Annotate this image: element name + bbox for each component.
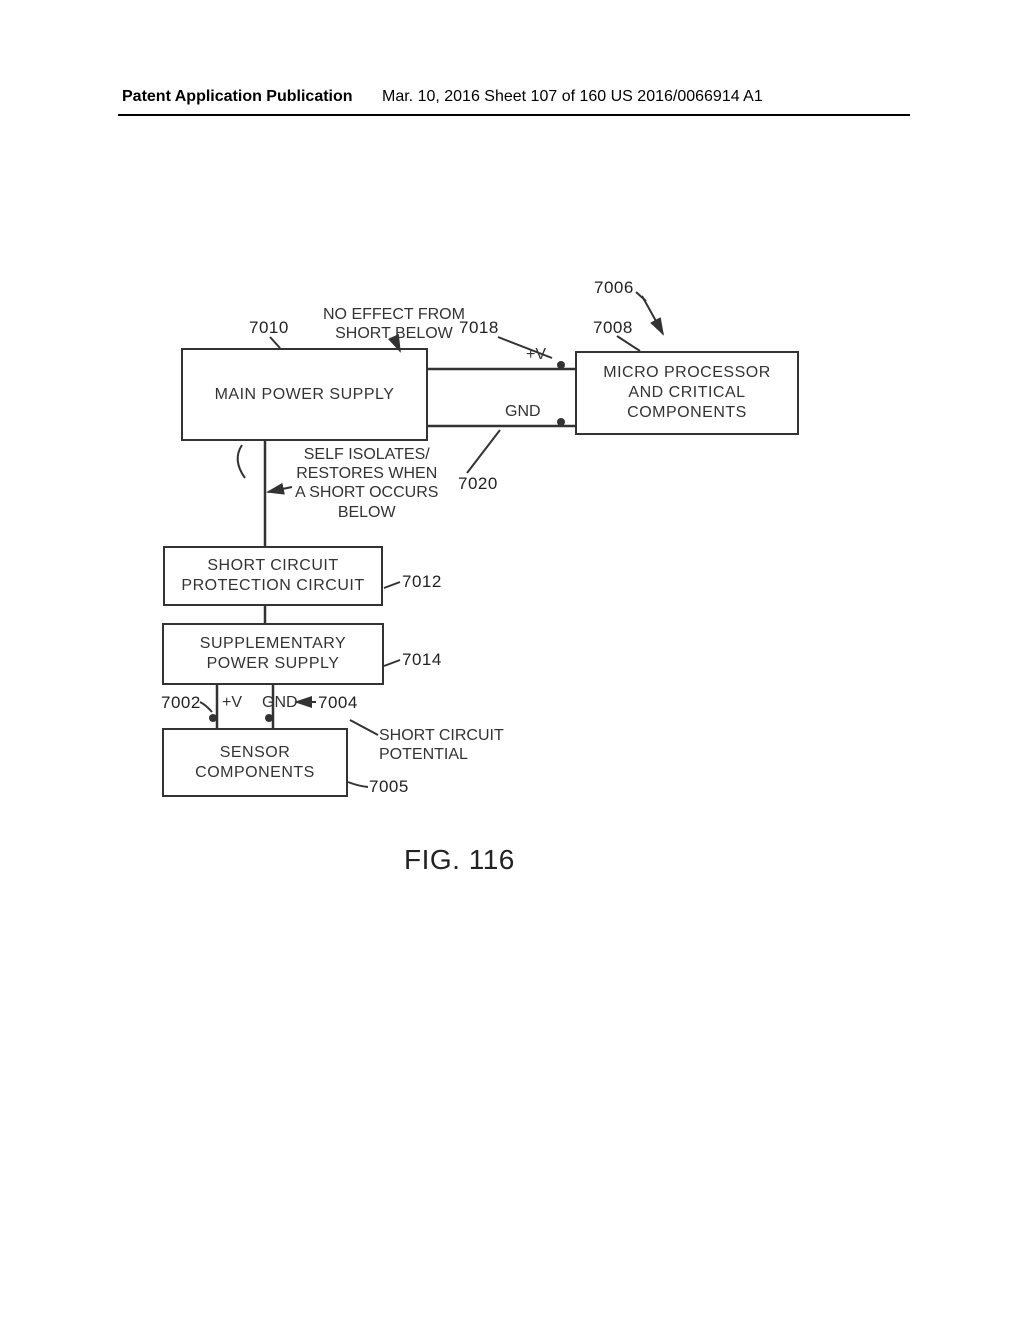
connectors-svg xyxy=(0,0,1024,1320)
label-gnd-bottom: GND xyxy=(262,693,298,712)
ref-7008: 7008 xyxy=(593,318,633,338)
diagram: MAIN POWER SUPPLY MICRO PROCESSOR AND CR… xyxy=(0,0,1024,1320)
block-label: SHORT CIRCUIT PROTECTION CIRCUIT xyxy=(181,556,364,596)
block-label: SENSOR COMPONENTS xyxy=(195,743,315,783)
terminal-dot-v-bottom xyxy=(209,714,217,722)
label-self-isolates: SELF ISOLATES/ RESTORES WHEN A SHORT OCC… xyxy=(295,445,438,522)
block-main-power-supply: MAIN POWER SUPPLY xyxy=(181,348,428,441)
ref-7010: 7010 xyxy=(249,318,289,338)
terminal-dot-gnd-top xyxy=(557,418,565,426)
terminal-dot-gnd-bottom xyxy=(265,714,273,722)
block-short-circuit-protection: SHORT CIRCUIT PROTECTION CIRCUIT xyxy=(163,546,383,606)
ref-7014: 7014 xyxy=(402,650,442,670)
ref-7018: 7018 xyxy=(459,318,499,338)
block-label: SUPPLEMENTARY POWER SUPPLY xyxy=(200,634,346,674)
ref-7006: 7006 xyxy=(594,278,634,298)
ref-7004: 7004 xyxy=(318,693,358,713)
label-gnd-top: GND xyxy=(505,402,541,421)
block-supplementary-power: SUPPLEMENTARY POWER SUPPLY xyxy=(162,623,384,685)
label-no-effect: NO EFFECT FROM SHORT BELOW xyxy=(323,305,465,343)
figure-caption: FIG. 116 xyxy=(404,844,515,876)
label-plus-v-top: +V xyxy=(526,345,546,364)
ref-7005: 7005 xyxy=(369,777,409,797)
ref-7002: 7002 xyxy=(161,693,201,713)
ref-7020: 7020 xyxy=(458,474,498,494)
block-micro-processor: MICRO PROCESSOR AND CRITICAL COMPONENTS xyxy=(575,351,799,435)
block-label: MAIN POWER SUPPLY xyxy=(215,385,395,405)
ref-7012: 7012 xyxy=(402,572,442,592)
label-plus-v-bottom: +V xyxy=(222,693,242,712)
label-short-circuit-potential: SHORT CIRCUIT POTENTIAL xyxy=(379,726,504,764)
block-sensor-components: SENSOR COMPONENTS xyxy=(162,728,348,797)
terminal-dot-v-top xyxy=(557,361,565,369)
block-label: MICRO PROCESSOR AND CRITICAL COMPONENTS xyxy=(603,363,771,423)
